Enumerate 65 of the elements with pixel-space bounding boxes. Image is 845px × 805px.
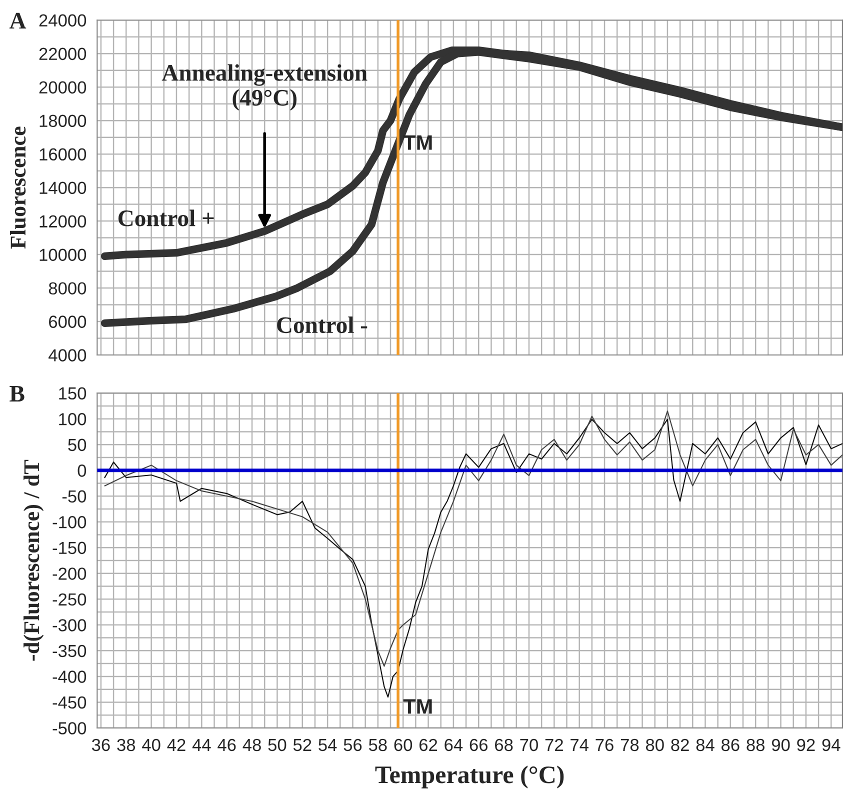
y-tick-label: -50 (62, 490, 86, 503)
x-tick-label: 66 (470, 738, 488, 752)
x-tick-label: 78 (620, 738, 639, 752)
y-tick-label: -400 (52, 670, 86, 683)
x-tick-label: 60 (394, 738, 412, 752)
y-tick-label: 6000 (49, 316, 86, 328)
x-tick-label: 38 (117, 738, 136, 752)
x-tick-label: 72 (545, 738, 563, 751)
y-tick-label: 18000 (40, 114, 86, 128)
x-tick-label: 50 (268, 738, 286, 752)
ref-line-label: TM (403, 699, 432, 714)
ref-line-label: TM (403, 135, 432, 150)
x-tick-label: 56 (344, 738, 362, 752)
x-tick-label: 58 (368, 738, 387, 752)
y-tick-label: -300 (52, 619, 86, 632)
x-tick-label: 44 (192, 739, 211, 751)
x-tick-label: 48 (242, 738, 261, 752)
x-tick-label: 90 (772, 738, 790, 752)
x-tick-label: 64 (444, 738, 463, 752)
y-tick-label: 24000 (39, 14, 86, 27)
x-tick-label: 62 (420, 738, 438, 752)
y-tick-label: -450 (52, 696, 86, 709)
x-tick-label: 84 (696, 738, 714, 752)
x-tick-label: 46 (218, 738, 236, 752)
y-tick-label: 50 (68, 438, 86, 452)
x-tick-label: 86 (722, 738, 740, 752)
y-tick-label: -350 (52, 644, 86, 658)
y-tick-label: 4000 (48, 349, 86, 362)
y-tick-label: 0 (78, 464, 86, 477)
annotation: Annealing-extension (49°C) (162, 64, 368, 111)
y-tick-label: 150 (59, 387, 86, 400)
x-tick-label: 70 (520, 738, 538, 752)
y-tick-label: 14000 (40, 182, 86, 194)
x-tick-label: 82 (671, 738, 689, 752)
y-axis-title: Fluorescence (10, 126, 26, 249)
x-tick-label: 68 (495, 738, 513, 752)
x-axis-title: Temperature (°C) (375, 766, 564, 788)
x-tick-label: 76 (596, 738, 614, 752)
y-tick-label: -150 (52, 542, 86, 554)
series-label: Control + (118, 210, 214, 226)
chart-title: B (10, 386, 24, 402)
y-tick-label: 8000 (48, 282, 86, 294)
y-tick-label: 100 (59, 413, 86, 426)
x-tick-label: 92 (797, 738, 815, 752)
y-tick-label: 20000 (39, 81, 86, 94)
x-tick-label: 88 (746, 738, 764, 752)
y-tick-label: -500 (52, 722, 86, 734)
y-tick-label: -100 (52, 516, 86, 528)
x-tick-label: 80 (646, 738, 664, 752)
chart-title: A (9, 12, 26, 28)
x-tick-label: 42 (167, 738, 186, 751)
y-tick-label: 12000 (40, 215, 86, 228)
x-tick-label: 94 (822, 738, 840, 752)
y-tick-label: -250 (52, 593, 86, 606)
y-tick-label: 22000 (39, 48, 86, 60)
x-tick-label: 36 (92, 738, 110, 752)
y-tick-label: -200 (52, 568, 86, 580)
x-tick-label: 52 (293, 738, 312, 752)
y-axis-title: -d(Fluorescence) / dT (24, 460, 44, 661)
x-tick-label: 54 (318, 739, 337, 752)
x-tick-label: 40 (142, 738, 160, 752)
y-tick-label: 16000 (40, 148, 86, 161)
y-tick-label: 10000 (40, 248, 86, 262)
series-label: Control - (277, 316, 368, 334)
x-tick-label: 74 (570, 739, 588, 751)
